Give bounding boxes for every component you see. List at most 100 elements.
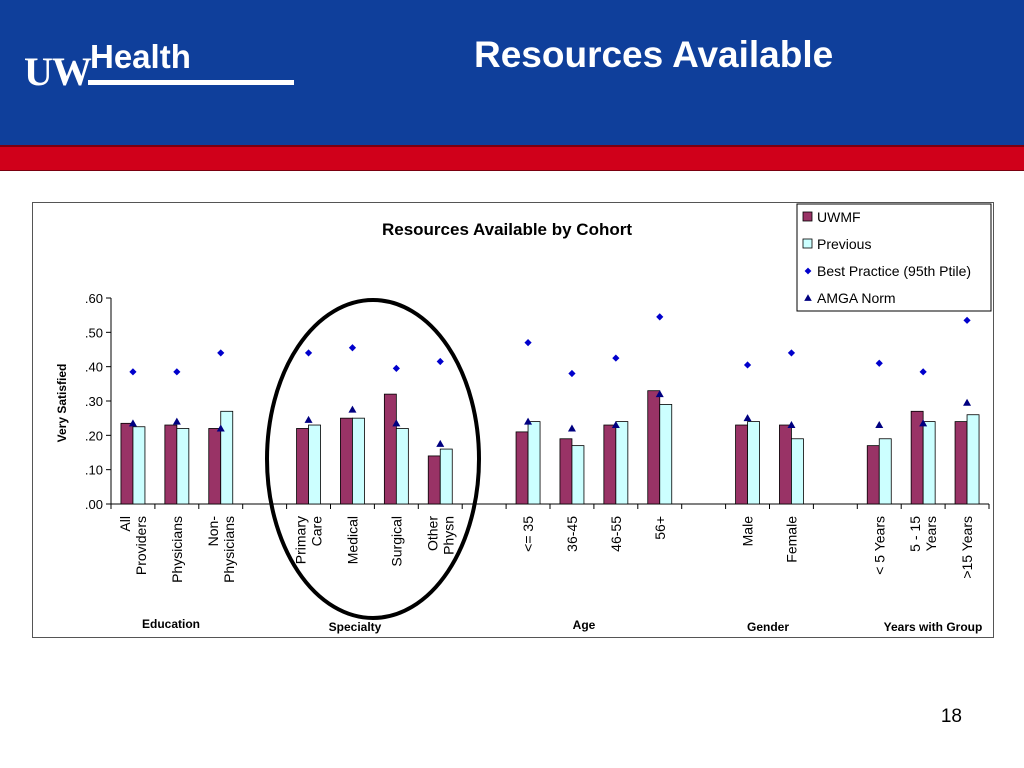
best-practice-marker [436,357,444,366]
group-label: Years with Group [884,620,983,634]
amga-norm-marker [216,424,225,432]
x-category-label: 56+ [652,516,668,540]
x-category-label-line: Medical [344,516,360,564]
legend-label: Best Practice (95th Ptile) [817,263,971,279]
y-tick-label: .30 [85,394,103,409]
previous-bar [878,438,892,505]
group-label: Age [573,618,596,632]
group-label: Gender [747,620,789,634]
logo-health-text: Health [90,38,191,75]
x-category-label-line: Female [783,516,799,563]
x-category-label-line: Surgical [388,516,404,567]
previous-bar [352,417,365,505]
page-number: 18 [940,706,962,727]
legend-swatch-amga [804,294,812,301]
uwmf-bar [866,445,880,505]
legend-label: AMGA Norm [817,290,896,306]
best-practice-marker [875,359,883,367]
best-practice-marker [612,354,620,362]
x-category-label: All Providers [117,516,149,575]
x-category-label-line: Physn [440,516,456,555]
x-axis-labels: All Providers Physicians Non- Physicians Prim… [117,516,975,583]
uwmf-bar [954,421,968,505]
best-practice-marker [173,368,181,376]
uwmf-bar [208,428,222,505]
y-tick-label: .20 [85,428,103,443]
amga-norm-marker [392,419,401,427]
legend-label: Previous [817,236,871,252]
previous-bar [308,424,321,505]
x-category-label-line: Physicians [169,516,185,583]
best-practice-marker [217,349,225,357]
uwmf-bar [427,455,441,505]
group-label: Education [142,617,200,631]
amga-norm-marker [567,424,576,432]
amga-norm-marker [172,417,181,425]
specialty-highlight-ellipse [265,298,481,620]
previous-bar [615,421,629,505]
amga-norm-marker [963,398,972,406]
uwmf-bar [515,431,529,505]
uwmf-bar [779,424,792,505]
bar-series [120,390,980,505]
x-category-label-line: Primary [293,516,309,564]
amga-norm-marker [611,421,620,429]
uwmf-bar [296,428,309,505]
y-axis-label: Very Satisfied [55,364,69,443]
x-category-label: 36-45 [564,516,580,552]
logo-uw-text: UW [24,49,92,94]
x-category-label: < 5 Years [871,516,887,575]
uwmf-bar [120,422,134,505]
x-category-label-line: Years [923,516,939,551]
best-practice-marker [656,313,664,321]
y-tick-label: .60 [85,291,103,306]
cohort-bar-chart: Resources Available by Cohort Very Satis… [55,203,992,634]
legend-label: UWMF [817,209,861,225]
x-category-label: >15 Years [959,516,975,579]
x-category-label: Non- Physicians [205,516,237,583]
chart-title: Resources Available by Cohort [382,220,632,239]
x-category-label-line: Other [424,516,440,551]
previous-bar [527,421,541,505]
x-category-label: Male [740,516,756,547]
uwmf-bar [340,417,353,505]
x-category-label: Physicians [169,516,185,583]
x-category-label-line: Male [740,516,756,547]
amga-norm-marker [919,419,928,427]
previous-bar [439,448,453,505]
x-category-label-line: 56+ [652,516,668,540]
best-practice-marker [963,316,971,324]
chart-container: Resources Available by Cohort Very Satis… [32,202,994,638]
best-practice-marker [787,349,796,357]
x-category-label-line: < 5 Years [871,516,887,575]
logo-underline [88,80,294,85]
previous-bar [966,414,980,505]
x-category-label-line: Care [309,516,325,547]
x-category-label-line: 36-45 [564,516,580,552]
best-practice-marker [919,368,927,376]
group-labels: Education Specialty Age Gender Years with Gr… [142,617,982,634]
amga-norm-marker [128,419,137,427]
y-tick-label: .10 [85,463,103,478]
legend-box [796,203,992,312]
group-label: Specialty [329,620,382,634]
uwmf-bar [647,390,661,505]
previous-bar [791,438,804,505]
legend-swatch-uwmf [802,211,813,222]
amga-norm-marker [787,421,796,429]
x-category-label: Other Physn [424,516,456,555]
uwmf-bar [559,438,573,505]
previous-bar [747,421,760,505]
x-category-label-line: Non- [205,516,221,547]
best-practice-marker [304,349,313,357]
previous-bar [132,426,146,505]
amga-norm-marker [524,417,533,425]
previous-bar [571,445,585,505]
slide-header [0,0,1024,145]
x-category-label-line: 5 - 15 [907,516,923,552]
header-red-band [0,145,1024,171]
uwmf-bar [383,393,397,505]
x-category-label: <= 35 [520,516,536,552]
uwmf-bar [735,424,748,505]
y-axis: .00 .10 .20 .30 .40 .50 .60 [85,291,990,512]
